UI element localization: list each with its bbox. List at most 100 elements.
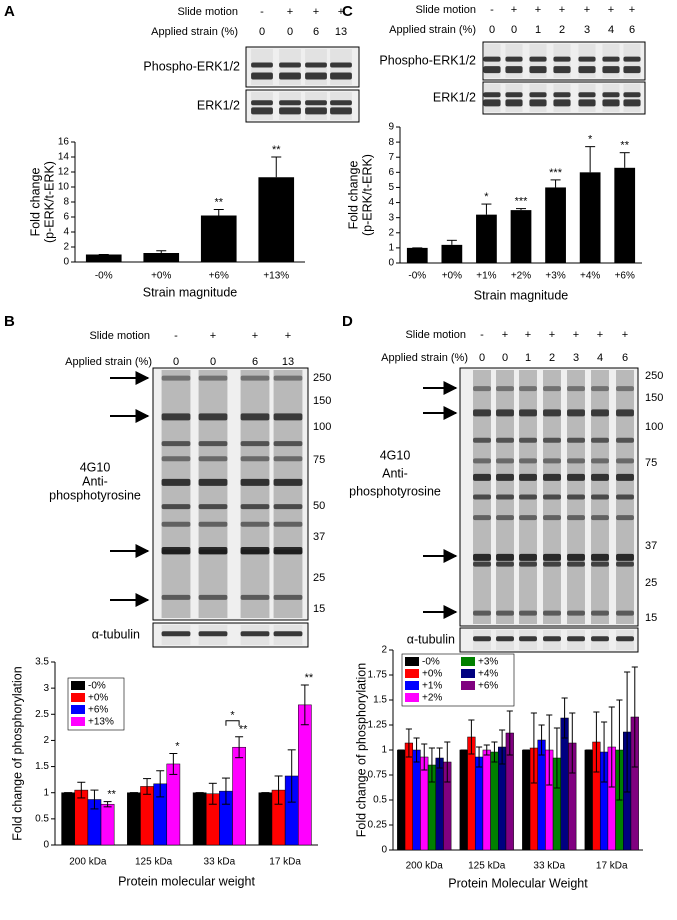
slide-motion-sign: - [260, 6, 264, 18]
legend-swatch [405, 657, 419, 666]
strain-value: 0 [479, 352, 485, 364]
blot-band [519, 610, 537, 616]
blot-lane [602, 84, 620, 112]
y-tick-label: 0 [388, 258, 394, 269]
blot-band [567, 473, 585, 481]
blot-band [496, 636, 514, 642]
strain-value: 1 [525, 352, 531, 364]
y-tick-label: 1.75 [368, 670, 388, 681]
blot-band [505, 92, 523, 98]
y-tick-label: 0.5 [373, 795, 387, 806]
error-bar [77, 781, 86, 799]
error-bar [271, 156, 282, 178]
error-bar [446, 239, 457, 245]
blot-band [591, 386, 609, 392]
blot-band [496, 437, 514, 443]
y-tick-label: 1.25 [368, 720, 388, 731]
blot-band [623, 66, 641, 74]
legend-swatch [405, 693, 419, 702]
error-bar [538, 724, 545, 756]
blot-band [279, 100, 301, 106]
bar [404, 742, 413, 851]
blot-band [623, 99, 641, 107]
bar [614, 167, 636, 263]
blot-lane [483, 84, 501, 112]
blot-lane [273, 370, 303, 618]
y-tick-label: 1 [43, 787, 49, 798]
blot-band [519, 409, 537, 417]
slide-motion-sign: + [287, 6, 293, 18]
blot-band [473, 610, 491, 616]
blot-band [198, 631, 228, 637]
strain-value: 6 [622, 352, 628, 364]
y-tick-label: 12 [58, 167, 70, 178]
slide-motion-sign: + [597, 329, 603, 341]
blot-band [543, 409, 561, 417]
legend-frame [401, 653, 515, 707]
legend-label: +4% [478, 669, 498, 680]
blot-band [240, 478, 270, 486]
blot-band [483, 66, 501, 74]
y-axis-label: (p-ERK/t-ERK) [42, 161, 56, 243]
blot-band [273, 375, 303, 381]
y-axis-label: Fold change of phosphorylation [354, 663, 368, 837]
strain-value: 2 [549, 352, 555, 364]
legend-label: -0% [422, 657, 440, 668]
x-tick-label: 125 kDa [135, 857, 173, 868]
blot-band [161, 631, 191, 637]
blot-band [251, 72, 273, 80]
strain-value: 0 [502, 352, 508, 364]
slide-motion-sign: + [511, 4, 517, 16]
y-tick-label: 0 [63, 257, 69, 268]
blot-band [473, 515, 491, 521]
blot-band [161, 413, 191, 421]
blot-band [330, 107, 352, 115]
slide-motion-sign: + [338, 6, 344, 18]
blot-band [496, 473, 514, 481]
x-tick-label: +1% [476, 271, 496, 282]
x-tick-label: 200 kDa [69, 857, 107, 868]
y-axis-label: Fold change [346, 161, 360, 230]
blot-band [251, 100, 273, 106]
blot-band [543, 473, 561, 481]
bar [474, 756, 484, 851]
y-tick-label: 0 [381, 845, 387, 856]
blot-lane [505, 84, 523, 112]
y-tick-label: 0.75 [368, 770, 388, 781]
error-bar [208, 782, 217, 805]
blot-band [473, 473, 491, 481]
error-bar [156, 250, 167, 253]
blot-band [505, 56, 523, 62]
blot-band [529, 92, 547, 98]
blot-antibody-label: 4G10 [80, 460, 111, 474]
blot-band [161, 441, 191, 447]
x-tick-label: +2% [511, 271, 531, 282]
blot-band [198, 456, 228, 462]
significance: *** [549, 167, 563, 179]
blot-band [591, 561, 609, 567]
blot-band [305, 107, 327, 115]
significance: * [230, 710, 235, 722]
y-tick-label: 0.25 [368, 820, 388, 831]
blot-antibody-label: 4G10 [380, 448, 411, 462]
blot-band [519, 553, 537, 561]
error-bar [476, 746, 483, 768]
bar [490, 751, 499, 851]
blot-band [273, 456, 303, 462]
y-tick-label: 10 [58, 182, 70, 193]
significance: ** [239, 724, 248, 736]
blot-band [591, 636, 609, 642]
legend-swatch [71, 681, 85, 690]
blot-band [161, 521, 191, 527]
blot-band [591, 515, 609, 521]
error-bar [90, 789, 99, 810]
error-bar [274, 775, 283, 805]
slide-motion-sign: + [559, 4, 565, 16]
strain-value: 6 [252, 356, 258, 368]
blot-lane [578, 84, 596, 112]
blot-band [543, 437, 561, 443]
y-tick-label: 0.5 [35, 813, 49, 824]
blot-row-label: ERK1/2 [197, 98, 240, 112]
strain-label: Applied strain (%) [65, 356, 152, 368]
